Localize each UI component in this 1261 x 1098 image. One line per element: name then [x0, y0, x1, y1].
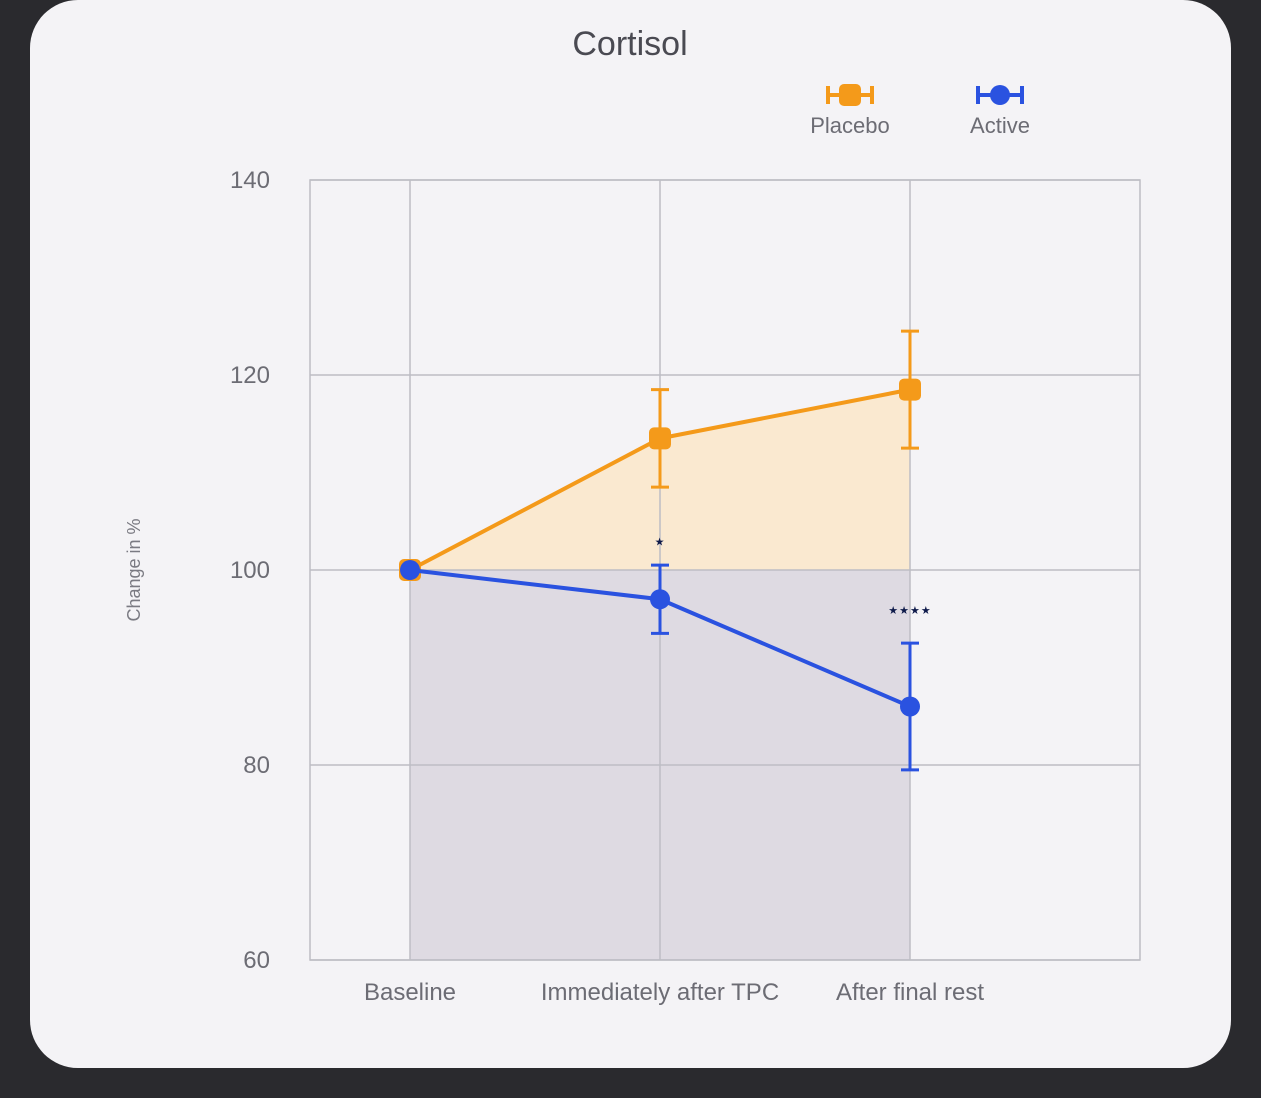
- significance-stars: ★★★★: [888, 605, 931, 617]
- legend-marker: [839, 84, 861, 106]
- x-tick-label: Baseline: [364, 979, 456, 1006]
- chart-card: 60 80 100 120 140 Baseline Immediately after T…: [30, 0, 1231, 1068]
- y-tick-label: 140: [230, 167, 270, 194]
- outer-frame: 60 80 100 120 140 Baseline Immediately after T…: [0, 0, 1261, 1098]
- active-marker: [400, 560, 420, 580]
- active-marker: [650, 589, 670, 609]
- y-tick-label: 60: [243, 947, 270, 974]
- significance-stars: ★: [655, 537, 666, 549]
- placebo-marker: [899, 379, 921, 401]
- legend-label: Placebo: [810, 113, 890, 138]
- cortisol-chart: 60 80 100 120 140 Baseline Immediately after T…: [30, 0, 1231, 1068]
- y-tick-label: 120: [230, 362, 270, 389]
- y-tick-label: 100: [230, 557, 270, 584]
- x-tick-label: Immediately after TPC: [541, 979, 779, 1006]
- chart-title: Cortisol: [572, 25, 687, 63]
- y-axis-label: Change in %: [124, 518, 144, 621]
- x-tick-label: After final rest: [836, 979, 984, 1006]
- placebo-marker: [649, 427, 671, 449]
- legend-label: Active: [970, 113, 1030, 138]
- y-tick-label: 80: [243, 752, 270, 779]
- legend-marker: [990, 85, 1010, 105]
- active-marker: [900, 697, 920, 717]
